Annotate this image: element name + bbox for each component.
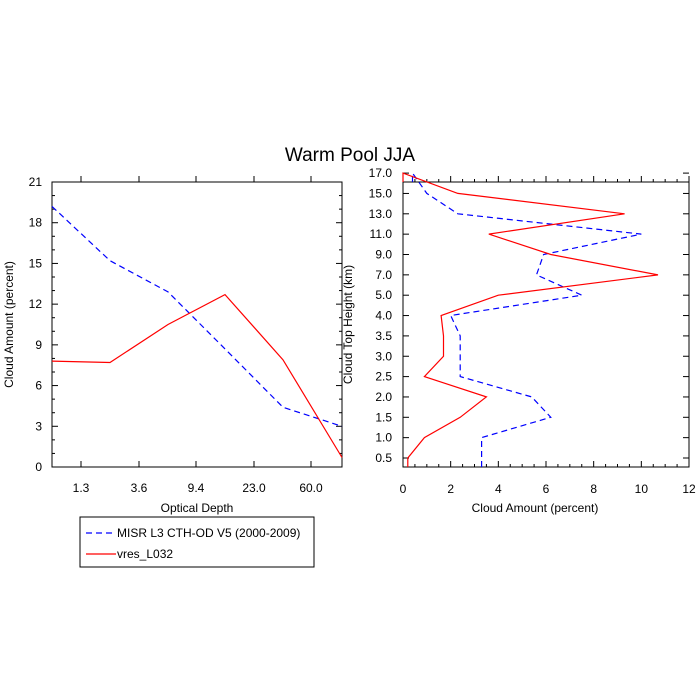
right-y-tick-label: 5.0	[375, 288, 392, 302]
left-y-tick-label: 21	[29, 175, 43, 189]
right-y-tick-label: 3.5	[375, 329, 392, 343]
legend-frame	[79, 516, 315, 568]
right-plot-frame	[402, 181, 690, 468]
right-x-tick-label: 10	[635, 482, 649, 496]
left-y-tick-label: 15	[29, 256, 43, 270]
right-x-tick-label: 0	[400, 482, 407, 496]
left-y-tick-label: 6	[35, 379, 42, 393]
right-y-tick-label: 4.0	[375, 309, 392, 323]
left-x-tick-label: 9.4	[188, 481, 205, 495]
left-y-tick-label: 0	[35, 460, 42, 474]
right-y-tick-label: 1.0	[375, 431, 392, 445]
right-y-tick-label: 17.0	[369, 166, 393, 180]
left-y-tick-label: 18	[29, 216, 43, 230]
right-y-tick-label: 2.5	[375, 370, 392, 384]
right-x-tick-label: 6	[543, 482, 550, 496]
left-y-tick-label: 9	[35, 338, 42, 352]
left-y-axis-label: Cloud Amount (percent)	[2, 261, 16, 388]
left-x-tick-label: 23.0	[242, 481, 266, 495]
right-y-tick-label: 13.0	[369, 207, 393, 221]
left-x-tick-label: 60.0	[299, 481, 323, 495]
left-x-tick-label: 1.3	[73, 481, 90, 495]
right-y-tick-label: 1.5	[375, 410, 392, 424]
legend-label-model: vres_L032	[117, 547, 173, 561]
right-x-tick-label: 2	[447, 482, 454, 496]
right-x-tick-label: 8	[590, 482, 597, 496]
left-series-misr-line	[51, 205, 343, 427]
right-y-axis-label: Cloud Top Height (km)	[341, 265, 355, 384]
figure-title: Warm Pool JJA	[285, 145, 416, 166]
right-y-tick-label: 3.0	[375, 349, 392, 363]
legend-label-misr: MISR L3 CTH-OD V5 (2000-2009)	[117, 526, 300, 540]
right-y-tick-label: 9.0	[375, 248, 392, 262]
left-x-axis-label: Optical Depth	[161, 501, 234, 515]
right-y-tick-label: 11.0	[370, 227, 393, 241]
right-y-tick-label: 2.0	[375, 390, 392, 404]
right-series-model-line	[402, 172, 659, 467]
right-x-axis-label: Cloud Amount (percent)	[472, 501, 599, 515]
right-x-tick-label: 12	[682, 482, 696, 496]
left-series-model-line	[51, 293, 343, 458]
right-y-tick-label: 0.5	[375, 451, 392, 465]
right-x-tick-label: 4	[495, 482, 502, 496]
legend: MISR L3 CTH-OD V5 (2000-2009) vres_L032	[79, 516, 315, 568]
left-y-tick-label: 3	[35, 419, 42, 433]
right-series-misr-line	[411, 171, 642, 467]
left-x-tick-label: 3.6	[131, 481, 148, 495]
right-panel: 0.5 1.0 1.5 2.0 2.5 3.0 3.5 4.0 5.0 7.0 9.0 11.0 13.…	[341, 166, 696, 515]
left-y-tick-label: 12	[29, 297, 43, 311]
right-y-tick-label: 7.0	[375, 268, 392, 282]
left-panel: 0 3 6 9 12 15 18 21 1.3 3.6 9.4 23.0 60.0 Optical Dep…	[2, 175, 343, 515]
left-plot-frame	[51, 181, 343, 468]
right-y-tick-label: 15.0	[369, 186, 393, 200]
